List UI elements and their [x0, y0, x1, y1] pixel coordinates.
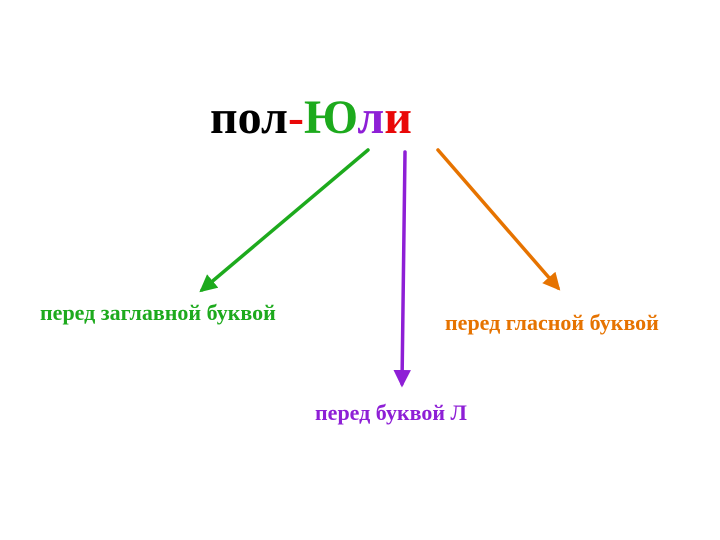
label-vowel: перед гласной буквой [445, 310, 659, 336]
label-letter-l: перед буквой Л [315, 400, 467, 426]
arrow-letterL [402, 152, 405, 384]
arrows-layer [0, 0, 720, 540]
title-part-hyphen: - [288, 91, 304, 144]
title-part-pol: пол [210, 91, 288, 144]
arrow-vowel [438, 150, 558, 288]
title-word: пол-Юли [210, 90, 412, 145]
title-part-yu: Ю [304, 91, 357, 144]
title-part-l: л [357, 91, 384, 144]
title-part-i: и [384, 91, 412, 144]
diagram-stage: пол-Юли перед заглавной буквой перед гла… [0, 0, 720, 540]
arrow-capital [202, 150, 368, 290]
label-capital: перед заглавной буквой [40, 300, 276, 326]
